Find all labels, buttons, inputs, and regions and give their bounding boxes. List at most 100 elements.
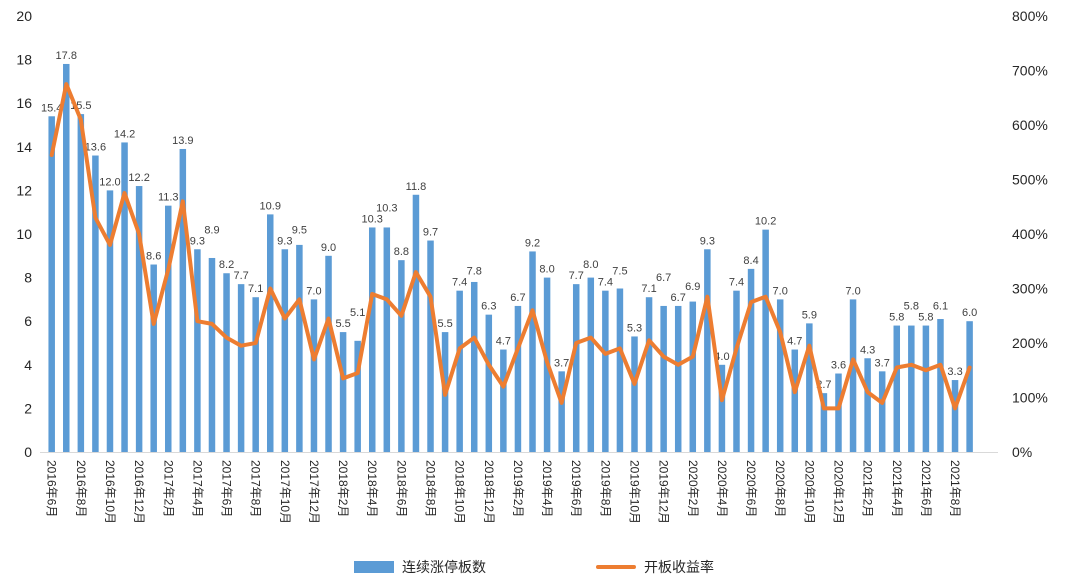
bar-value-label: 15.4 [41, 102, 62, 114]
bar [806, 323, 813, 452]
x-axis-tick-label: 2021年6月 [919, 460, 933, 517]
x-axis-tick-label: 2020年2月 [686, 460, 700, 517]
bar-value-label: 6.7 [510, 292, 525, 304]
bar [398, 260, 405, 452]
bar-value-label: 7.4 [598, 277, 613, 289]
bar-value-label: 7.4 [452, 277, 467, 289]
bar-value-label: 7.4 [729, 277, 744, 289]
bar [135, 186, 143, 453]
y-axis-tick-left: 2 [24, 400, 32, 416]
y-axis-tick-left: 16 [16, 95, 32, 111]
y-axis-tick-right: 800% [1012, 8, 1048, 24]
y-axis-tick-left: 12 [16, 182, 32, 198]
bar-value-label: 17.8 [56, 50, 77, 62]
bar [762, 229, 769, 452]
bar-value-label: 5.1 [350, 307, 365, 319]
bar-value-label: 9.3 [277, 235, 292, 247]
bar-series-swatch [354, 561, 394, 573]
bar [514, 305, 522, 452]
bar-value-label: 10.3 [362, 213, 383, 225]
x-axis-tick-label: 2019年6月 [569, 460, 583, 517]
bar [310, 299, 318, 452]
bar [77, 114, 85, 452]
bar [893, 325, 901, 452]
bar [252, 297, 259, 452]
bar-value-label: 5.3 [627, 322, 642, 334]
bar-value-label: 9.7 [423, 227, 438, 239]
bar-value-label: 5.9 [802, 309, 817, 321]
bar [165, 205, 172, 452]
bar-value-label: 12.2 [128, 172, 149, 184]
x-axis-tick-label: 2017年10月 [278, 460, 292, 524]
bar-value-label: 5.8 [918, 312, 933, 324]
bar-value-label: 8.4 [743, 255, 758, 267]
x-axis-tick-label: 2017年4月 [190, 460, 204, 517]
bar-value-label: 9.3 [190, 235, 205, 247]
bar [966, 321, 973, 452]
bar-value-label: 7.7 [233, 270, 248, 282]
bar [485, 314, 493, 452]
bar [660, 305, 667, 452]
bar-value-label: 8.0 [539, 264, 554, 276]
combo-chart: 0 2 4 6 8 10 12 14 16 18 20 0% 100% 200% 300% 400% 500% 6… [16, 8, 1048, 524]
bar-value-label: 9.0 [321, 242, 336, 254]
bar-value-label: 8.6 [146, 251, 161, 263]
bar-value-label: 10.3 [376, 202, 397, 214]
bar [267, 214, 274, 452]
x-axis-tick-label: 2019年8月 [598, 460, 612, 517]
x-axis-tick-label: 2020年12月 [831, 460, 845, 524]
bar [922, 325, 930, 452]
y-axis-tick-right: 500% [1012, 172, 1048, 188]
bar [412, 194, 420, 452]
y-axis-tick-right: 700% [1012, 63, 1048, 79]
legend-item-bar-series: 连续涨停板数 [354, 557, 486, 577]
x-axis-tick-label: 2019年12月 [657, 460, 671, 524]
x-axis-tick-label: 2016年8月 [74, 460, 88, 517]
bar-value-label: 7.0 [773, 285, 788, 297]
bar [616, 288, 624, 452]
bar-value-label: 13.9 [172, 135, 193, 147]
bar-value-label: 7.7 [569, 270, 584, 282]
bar-value-label: 5.5 [335, 318, 350, 330]
bar-value-label: 3.7 [554, 357, 569, 369]
x-axis-tick-label: 2019年2月 [511, 460, 525, 517]
x-axis-tick-label: 2017年2月 [161, 460, 175, 517]
x-axis-tick-label: 2020年4月 [715, 460, 729, 517]
x-axis-tick-label: 2016年10月 [103, 460, 117, 524]
y-axis-tick-left: 4 [24, 357, 32, 373]
bar [558, 371, 565, 452]
x-axis-tick-label: 2017年12月 [307, 460, 321, 524]
bar-value-label: 5.5 [437, 318, 452, 330]
bar-value-label: 6.0 [962, 307, 977, 319]
legend-label-bar-series: 连续涨停板数 [402, 559, 486, 575]
x-axis-tick-label: 2019年10月 [628, 460, 642, 524]
x-axis-tick-label: 2018年8月 [424, 460, 438, 517]
bar [689, 301, 697, 452]
bar [456, 290, 463, 452]
bar [747, 268, 755, 452]
legend-label-line-series: 开板收益率 [644, 559, 714, 575]
bar [368, 227, 376, 452]
x-axis-tick-label: 2018年10月 [453, 460, 467, 524]
bar-value-label: 4.7 [787, 336, 802, 348]
bar [92, 155, 99, 452]
bar [427, 240, 434, 452]
bar [179, 148, 187, 453]
bar [281, 249, 289, 452]
x-axis-tick-label: 2021年8月 [948, 460, 962, 517]
x-axis-tick-label: 2020年8月 [773, 460, 787, 517]
bar [383, 227, 391, 452]
bar [500, 349, 507, 452]
y-axis-tick-left: 18 [16, 52, 32, 68]
bar-value-label: 5.8 [889, 312, 904, 324]
bar-value-label: 7.0 [306, 285, 321, 297]
bar-value-label: 3.7 [875, 357, 890, 369]
x-axis-tick-label: 2017年8月 [249, 460, 263, 517]
x-axis-tick-label: 2016年12月 [132, 460, 146, 524]
bar-value-label: 9.2 [525, 237, 540, 249]
bar [587, 277, 595, 452]
bar [529, 251, 536, 452]
bar-value-label: 7.8 [467, 266, 482, 278]
bar-value-label: 6.7 [656, 272, 671, 284]
